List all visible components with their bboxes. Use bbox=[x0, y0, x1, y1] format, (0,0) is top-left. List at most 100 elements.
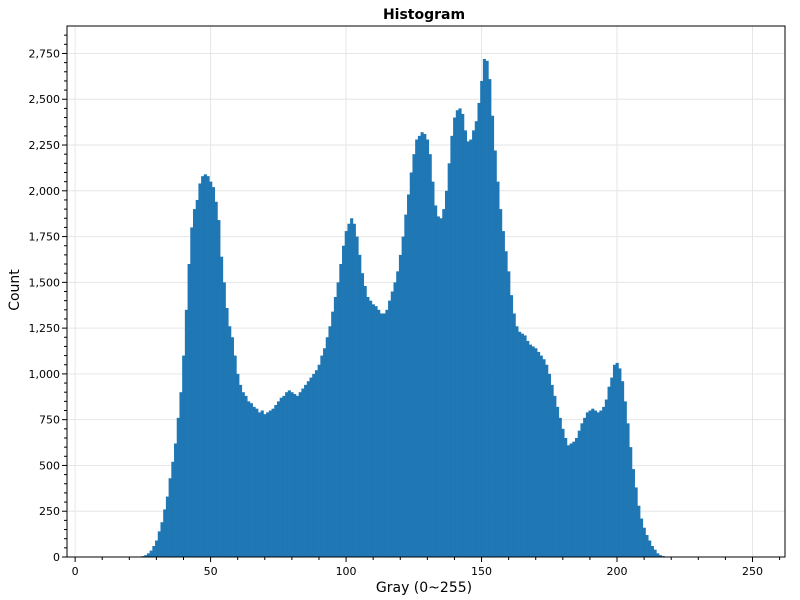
histogram-bar bbox=[526, 340, 530, 557]
histogram-bar bbox=[648, 540, 652, 557]
histogram-bar bbox=[659, 555, 663, 557]
histogram-bar bbox=[266, 412, 270, 557]
histogram-bar bbox=[336, 282, 340, 557]
histogram-bar bbox=[182, 355, 186, 557]
histogram-bar bbox=[447, 163, 451, 558]
histogram-bar bbox=[610, 377, 614, 557]
histogram-bar bbox=[463, 130, 467, 558]
histogram-bar bbox=[458, 108, 462, 558]
histogram-bar bbox=[504, 251, 508, 558]
histogram-bar bbox=[566, 445, 570, 557]
histogram-bar bbox=[545, 364, 549, 557]
histogram-bar bbox=[496, 181, 500, 557]
y-axis-title: Count bbox=[7, 269, 23, 311]
histogram-bar bbox=[393, 282, 397, 557]
histogram-bar bbox=[176, 417, 180, 557]
histogram-bar bbox=[312, 373, 316, 557]
histogram-bar bbox=[306, 381, 310, 557]
histogram-bar bbox=[426, 139, 430, 557]
histogram-bar bbox=[241, 392, 245, 557]
histogram-bar bbox=[499, 209, 503, 557]
y-tick-label: 2,500 bbox=[29, 93, 61, 106]
histogram-bar bbox=[379, 313, 383, 557]
histogram-bar bbox=[325, 337, 329, 557]
histogram-bar bbox=[398, 254, 402, 557]
histogram-bar bbox=[279, 397, 283, 557]
histogram-bar bbox=[160, 522, 164, 557]
histogram-bar bbox=[528, 344, 533, 557]
x-tick-label: 200 bbox=[607, 565, 628, 578]
histogram-bar bbox=[301, 388, 305, 557]
histogram-bar bbox=[450, 135, 454, 558]
histogram-bar bbox=[509, 295, 514, 557]
histogram-bar bbox=[485, 60, 489, 558]
histogram-bar bbox=[604, 399, 608, 557]
histogram-bar bbox=[556, 406, 560, 557]
histogram-bar bbox=[239, 384, 243, 557]
histogram-bar bbox=[211, 187, 216, 557]
histogram-bar bbox=[621, 381, 625, 557]
histogram-bar bbox=[488, 79, 492, 557]
histogram-bar bbox=[404, 214, 408, 557]
histogram-bar bbox=[352, 223, 356, 558]
x-tick-label: 50 bbox=[204, 565, 218, 578]
histogram-bar bbox=[436, 216, 440, 557]
histogram-bar bbox=[423, 134, 427, 557]
histogram-bar bbox=[572, 441, 576, 557]
histogram-bar bbox=[575, 437, 579, 557]
histogram-bar bbox=[542, 359, 546, 557]
histogram-bar bbox=[474, 121, 478, 557]
x-axis-title: Gray (0~255) bbox=[376, 580, 472, 596]
histogram-bar bbox=[258, 412, 262, 557]
histogram-bar bbox=[442, 209, 446, 557]
histogram-bar bbox=[537, 351, 541, 557]
histogram-bar bbox=[233, 355, 237, 557]
histogram-bar bbox=[225, 307, 229, 557]
histogram-bar bbox=[466, 141, 470, 558]
histogram-bar bbox=[523, 335, 527, 557]
histogram-bar bbox=[420, 132, 424, 557]
histogram-bar bbox=[385, 309, 389, 557]
histogram-bar bbox=[171, 461, 175, 557]
histogram-bar bbox=[295, 395, 300, 557]
histogram-bar bbox=[431, 181, 435, 557]
histogram-bar bbox=[569, 443, 573, 557]
histogram-bar bbox=[415, 139, 419, 557]
histogram-bar bbox=[515, 326, 519, 557]
histogram-bar bbox=[615, 362, 619, 557]
histogram-bar bbox=[217, 220, 221, 557]
histogram-bar bbox=[409, 172, 413, 557]
histogram-bar bbox=[276, 401, 281, 557]
histogram-bar bbox=[192, 209, 197, 557]
histogram-bar bbox=[561, 428, 565, 557]
histogram-bar bbox=[491, 115, 495, 557]
axes: 0 50 100 150 200 250 0 250 500 750 1,000 1,250 1,500… bbox=[29, 34, 781, 578]
histogram-bar bbox=[331, 311, 335, 557]
histogram-bar bbox=[168, 478, 172, 557]
histogram-bar bbox=[314, 370, 318, 557]
histogram-bar bbox=[236, 373, 240, 557]
histogram-bar bbox=[339, 264, 343, 557]
histogram-bar bbox=[220, 256, 224, 557]
x-tick-label: 150 bbox=[471, 565, 492, 578]
histogram-bar bbox=[165, 496, 169, 557]
histogram-bar bbox=[144, 555, 148, 557]
histogram-bar bbox=[342, 245, 346, 558]
histogram-bar bbox=[293, 394, 297, 557]
histogram-bar bbox=[304, 384, 308, 557]
histogram-bar bbox=[255, 408, 259, 557]
histogram-bar bbox=[317, 364, 321, 557]
histogram-bar bbox=[507, 271, 511, 557]
histogram-bar bbox=[645, 535, 649, 557]
histogram-bar bbox=[455, 110, 459, 557]
histogram-bar bbox=[377, 309, 381, 557]
histogram-bar bbox=[626, 423, 630, 557]
histogram-bar bbox=[428, 154, 432, 557]
y-tick-label: 250 bbox=[39, 505, 60, 518]
histogram-bar bbox=[268, 410, 272, 557]
histogram-bar bbox=[656, 553, 660, 557]
y-tick-label: 2,750 bbox=[29, 47, 61, 60]
histogram-bar bbox=[461, 113, 465, 558]
histogram-bar bbox=[323, 348, 327, 557]
